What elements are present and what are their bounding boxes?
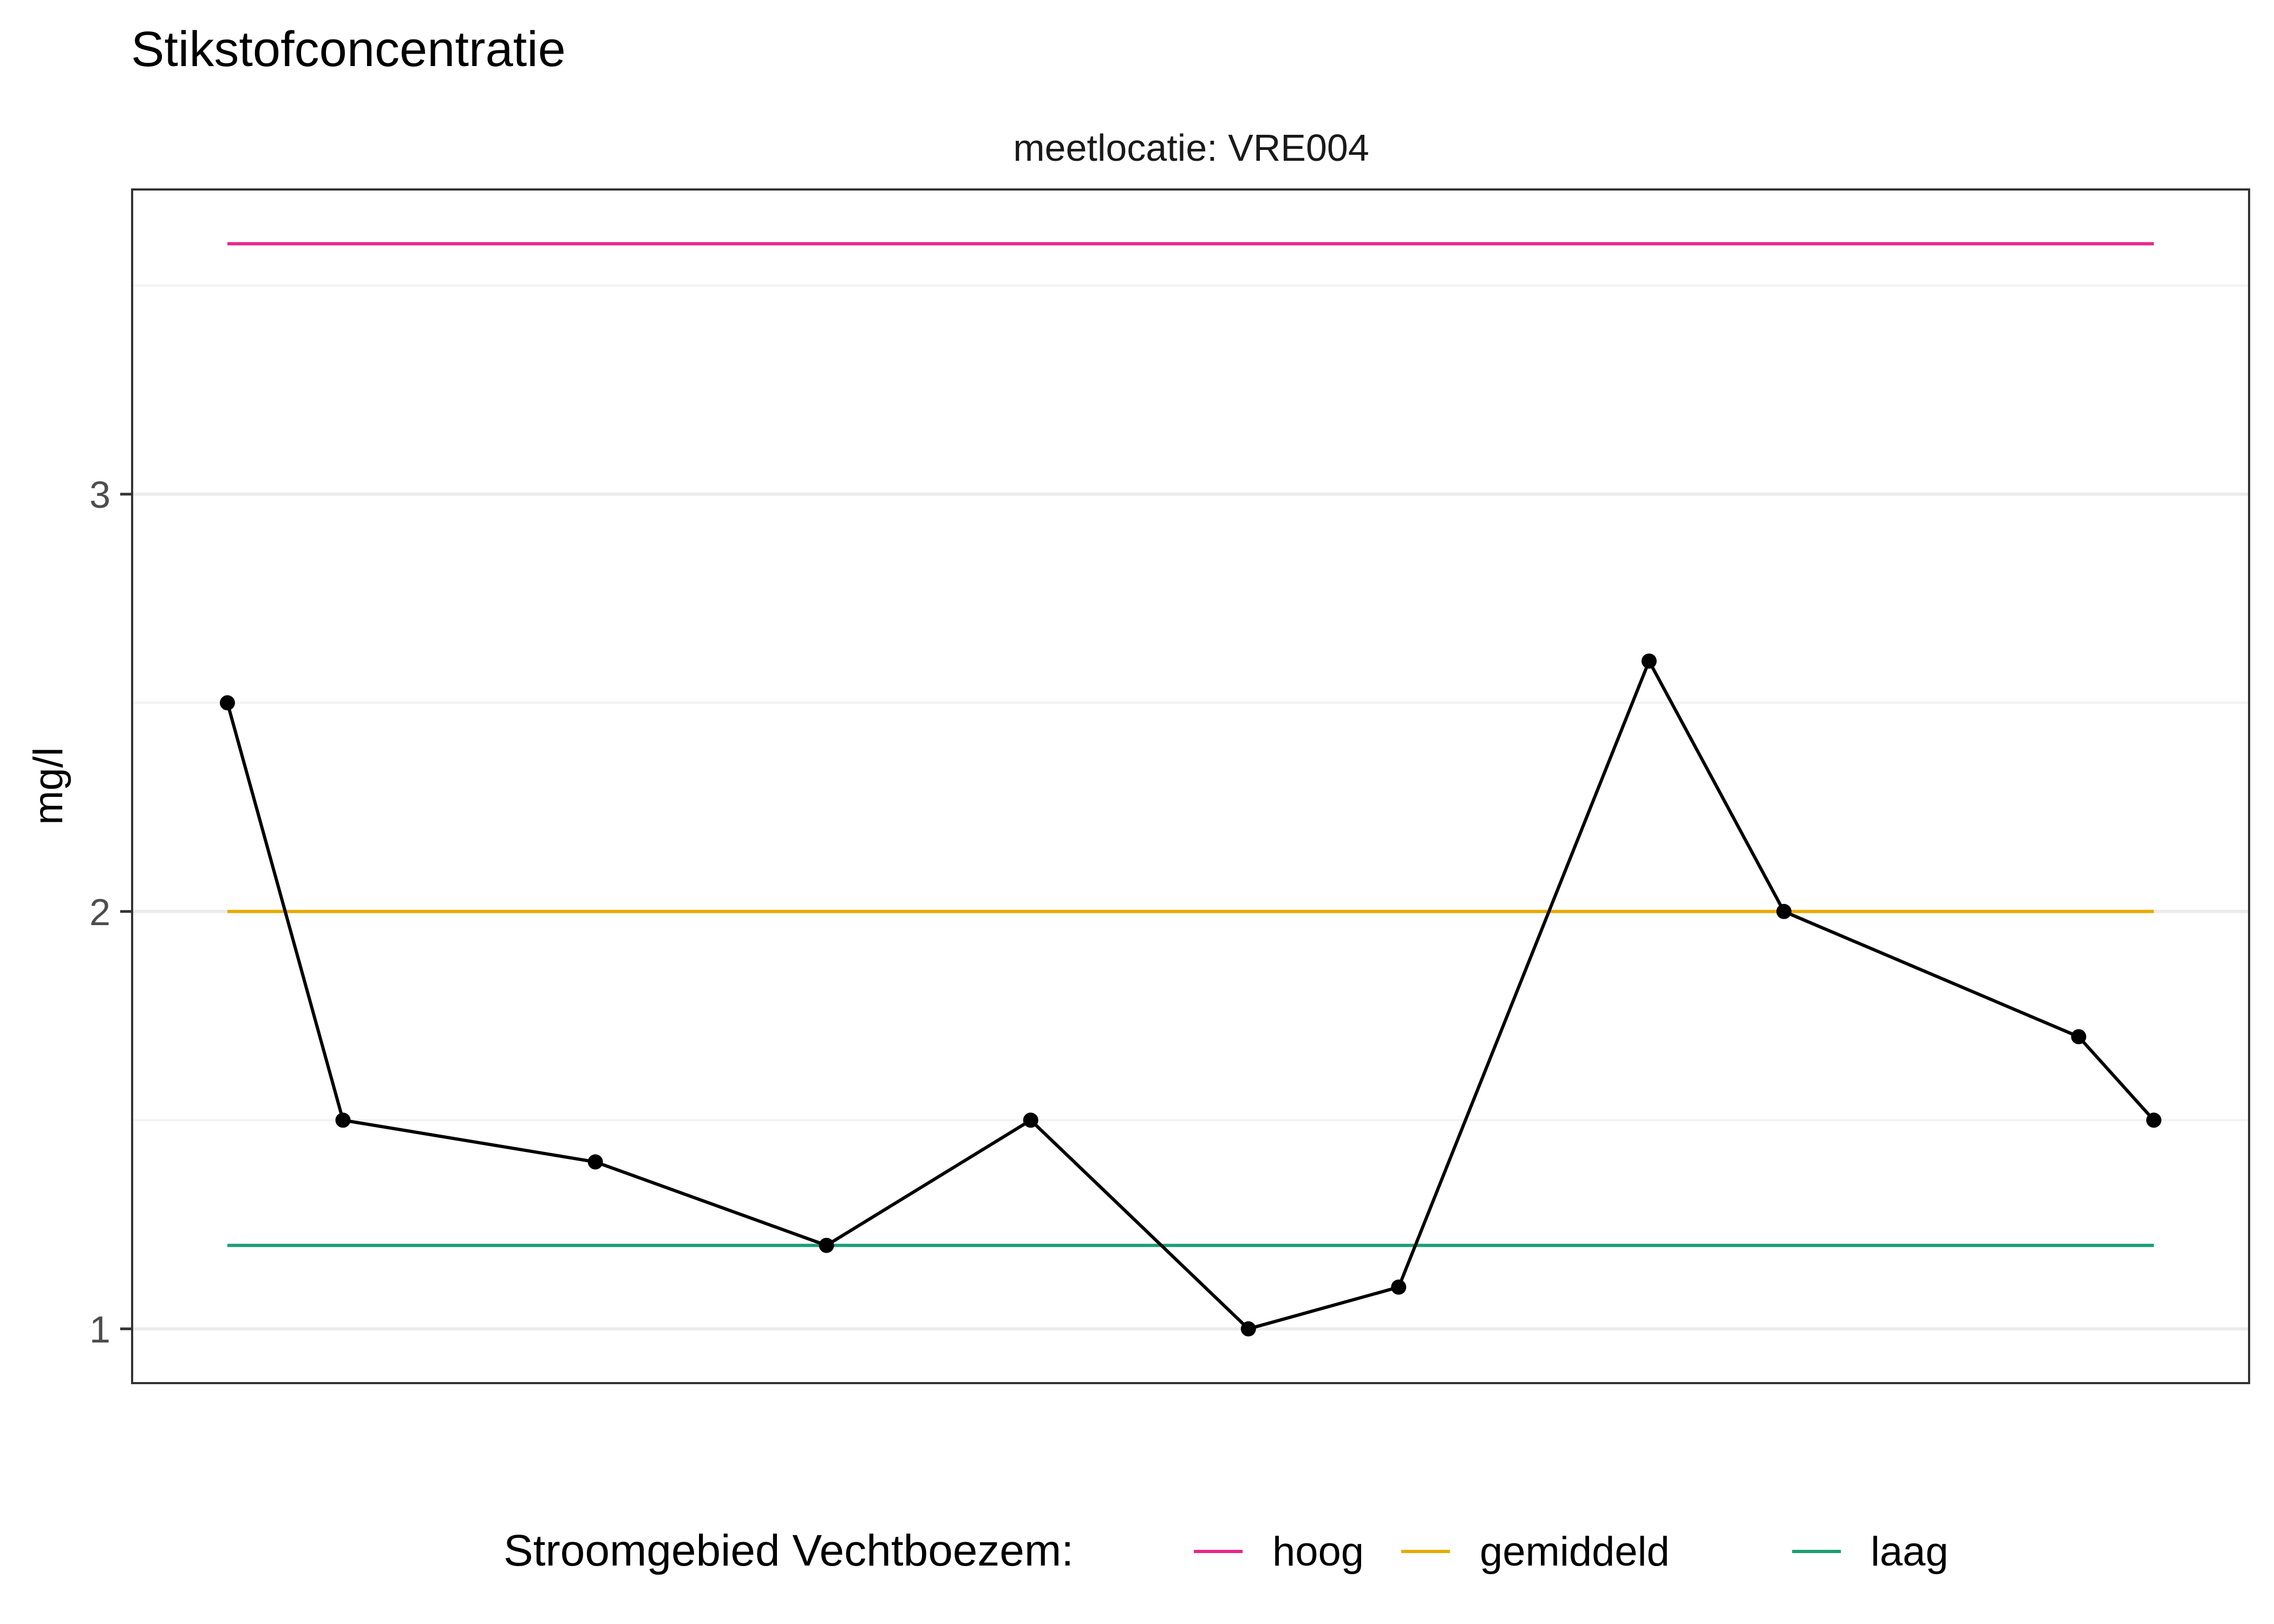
y-tick-label: 3 — [89, 474, 110, 516]
data-point — [1391, 1279, 1407, 1295]
y-axis: 1 2 3 — [89, 474, 132, 1351]
series-line — [226, 659, 2155, 1331]
reference-lines — [227, 242, 2154, 1247]
data-point — [587, 1154, 603, 1170]
data-point — [1641, 653, 1657, 669]
plot-panel-border — [131, 188, 2250, 1384]
data-point — [2146, 1112, 2161, 1128]
y-tick-label: 1 — [89, 1308, 110, 1351]
data-point — [220, 695, 235, 711]
y-tick-label: 2 — [89, 891, 110, 933]
data-point — [1240, 1321, 1256, 1337]
legend-label-gemiddeld: gemiddeld — [1480, 1529, 1670, 1575]
y-axis-title: mg/l — [25, 747, 71, 825]
data-point — [335, 1112, 351, 1128]
chart-title: Stikstofconcentratie — [131, 22, 566, 77]
data-point — [2071, 1029, 2087, 1045]
gridlines — [132, 284, 2249, 1331]
data-point — [1776, 903, 1792, 919]
data-point — [1023, 1112, 1038, 1128]
facet-label: meetlocatie: VRE004 — [1013, 127, 1369, 169]
data-series — [220, 653, 2161, 1337]
legend-label-hoog: hoog — [1272, 1529, 1364, 1575]
legend-label-laag: laag — [1871, 1529, 1949, 1575]
legend-title: Stroomgebied Vechtboezem: — [504, 1526, 1074, 1575]
legend: Stroomgebied Vechtboezem: hoog gemiddeld l… — [504, 1526, 1949, 1575]
data-point — [819, 1237, 834, 1253]
